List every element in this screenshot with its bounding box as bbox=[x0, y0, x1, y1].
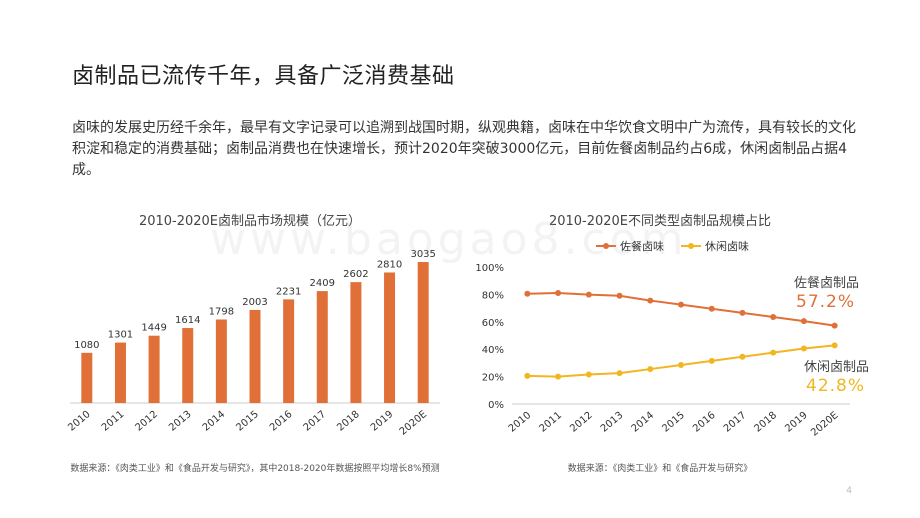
series-line-1 bbox=[527, 292, 835, 327]
page-number: 4 bbox=[846, 486, 852, 496]
series-2-point bbox=[585, 371, 592, 378]
line-chart-title: 2010-2020E不同类型卤制品规模占比 bbox=[548, 214, 772, 229]
series-line-2 bbox=[527, 344, 835, 378]
legend-label-2: 休闲卤味 bbox=[705, 239, 749, 253]
bar-2019 bbox=[384, 272, 396, 403]
series-1-point bbox=[616, 292, 623, 299]
series-1-point bbox=[708, 305, 715, 312]
annotation-value-1: 57.2% bbox=[796, 292, 855, 312]
annotation-label-2: 休闲卤制品 bbox=[804, 359, 869, 375]
bar-2010 bbox=[81, 352, 93, 403]
bar-2015 bbox=[249, 309, 261, 403]
bar-chart-title: 2010-2020E卤制品市场规模（亿元） bbox=[138, 214, 362, 229]
bar-value-label: 1614 bbox=[175, 315, 200, 326]
series-1-point bbox=[739, 309, 746, 316]
intro-paragraph: 卤味的发展史历经千余年，最早有文字记录可以追溯到战国时期，纵观典籍，卤味在中华饮… bbox=[72, 120, 856, 178]
bar-x-tick-label: 2020E bbox=[398, 409, 429, 438]
bar-x-tick-label: 2019 bbox=[369, 409, 396, 434]
bar-2017 bbox=[316, 291, 328, 403]
series-1-point bbox=[647, 297, 654, 304]
line-x-tick-label: 2014 bbox=[630, 410, 657, 435]
series-1-point bbox=[555, 290, 562, 297]
legend-marker-2 bbox=[688, 243, 694, 249]
series-1-point bbox=[770, 314, 777, 321]
bar-x-tick-label: 2017 bbox=[302, 409, 329, 434]
bar-chart: 1080 2010 1301 2011 1449 2012 1614 2013 1798 2014… bbox=[66, 249, 440, 438]
line-x-tick-label: 2012 bbox=[568, 410, 595, 435]
line-y-tick-label: 40% bbox=[482, 345, 504, 356]
series-2-point bbox=[800, 345, 807, 352]
line-chart: 0%20%40%60%80%100%2010 2011 2012 2013 2014 20… bbox=[475, 239, 869, 439]
bar-2013 bbox=[182, 328, 194, 403]
series-1-point bbox=[524, 290, 531, 297]
line-x-tick-label: 2010 bbox=[507, 410, 534, 435]
bar-x-tick-label: 2016 bbox=[268, 409, 295, 434]
bar-2018 bbox=[350, 282, 362, 403]
annotation-value-2: 42.8% bbox=[806, 376, 865, 396]
series-1-point bbox=[800, 318, 807, 325]
bar-value-label: 2810 bbox=[377, 259, 402, 270]
bar-value-label: 3035 bbox=[410, 249, 435, 260]
annotation-label-1: 佐餐卤制品 bbox=[794, 275, 859, 291]
series-2-point bbox=[678, 361, 684, 368]
series-2-point bbox=[831, 342, 838, 349]
bar-2014 bbox=[215, 319, 227, 403]
bar-value-label: 1449 bbox=[141, 323, 166, 334]
bar-2020E bbox=[417, 262, 429, 403]
bar-x-tick-label: 2018 bbox=[335, 409, 362, 434]
bar-value-label: 1301 bbox=[108, 330, 133, 341]
line-y-tick-label: 100% bbox=[475, 263, 504, 274]
bar-x-tick-label: 2013 bbox=[167, 409, 194, 434]
line-x-tick-label: 2017 bbox=[722, 410, 749, 435]
series-1-point bbox=[585, 291, 592, 298]
legend-marker-1 bbox=[603, 243, 609, 249]
bar-chart-source: 数据来源：《肉类工业》和《食品开发与研究》，其中2018-2020年数据按照平均… bbox=[70, 464, 440, 474]
watermark: www.baogao8.com bbox=[210, 214, 688, 265]
series-2-point bbox=[616, 370, 623, 377]
bar-x-tick-label: 2010 bbox=[66, 409, 93, 434]
bar-value-label: 2409 bbox=[310, 278, 335, 289]
page-title: 卤制品已流传千年，具备广泛消费基础 bbox=[72, 64, 455, 89]
bar-2011 bbox=[114, 342, 126, 403]
series-2-point bbox=[739, 353, 746, 360]
series-2-point bbox=[555, 373, 562, 380]
series-2-point bbox=[647, 366, 654, 373]
line-x-tick-label: 2020E bbox=[809, 410, 840, 439]
bar-x-tick-label: 2015 bbox=[234, 409, 261, 434]
series-2-point bbox=[524, 372, 531, 379]
bar-value-label: 2003 bbox=[242, 297, 267, 308]
line-y-tick-label: 60% bbox=[482, 318, 504, 329]
bar-value-label: 1080 bbox=[74, 340, 99, 351]
line-x-tick-label: 2011 bbox=[537, 410, 564, 435]
bar-2012 bbox=[148, 335, 160, 403]
bar-value-label: 2231 bbox=[276, 286, 301, 297]
legend-label-1: 佐餐卤味 bbox=[620, 239, 664, 253]
line-y-tick-label: 20% bbox=[482, 373, 504, 384]
line-x-tick-label: 2016 bbox=[691, 410, 718, 435]
series-1-point bbox=[831, 322, 838, 329]
line-chart-source: 数据来源：《肉类工业》和《食品开发与研究》 bbox=[567, 464, 753, 474]
bar-value-label: 1798 bbox=[209, 306, 234, 317]
line-y-tick-label: 80% bbox=[482, 290, 504, 301]
bar-value-label: 2602 bbox=[343, 269, 368, 280]
bar-x-tick-label: 2012 bbox=[133, 409, 160, 434]
bar-x-tick-label: 2011 bbox=[100, 409, 127, 434]
series-2-point bbox=[708, 357, 715, 364]
series-2-point bbox=[770, 349, 777, 356]
line-y-tick-label: 0% bbox=[488, 400, 504, 411]
line-x-tick-label: 2015 bbox=[660, 410, 687, 435]
line-x-tick-label: 2013 bbox=[599, 410, 626, 435]
line-x-tick-label: 2018 bbox=[753, 410, 780, 435]
series-1-point bbox=[678, 301, 684, 308]
bar-x-tick-label: 2014 bbox=[201, 409, 228, 434]
line-x-tick-label: 2019 bbox=[783, 410, 810, 435]
bar-2016 bbox=[283, 299, 295, 403]
